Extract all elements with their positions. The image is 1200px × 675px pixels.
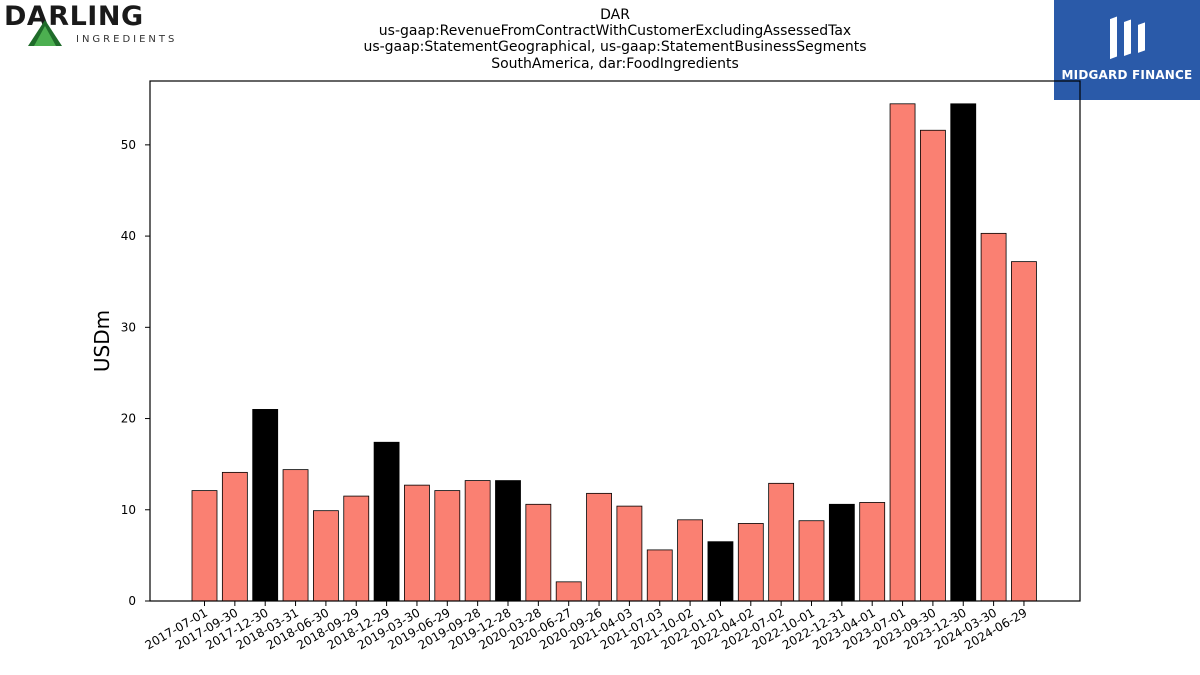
midgard-emblem-icon xyxy=(1110,16,1145,60)
logo-triangle-icon xyxy=(28,20,62,46)
bar-2019-03-30 xyxy=(404,484,430,602)
chart-title-line-4: SouthAmerica, dar:FoodIngredients xyxy=(491,56,739,72)
bar-2021-10-02 xyxy=(677,519,703,602)
bar-2021-07-03 xyxy=(646,549,673,602)
bar-2024-06-29 xyxy=(1011,261,1037,602)
y-tick-label: 30 xyxy=(121,320,136,334)
bar-2017-07-01 xyxy=(191,490,218,602)
bar-2024-03-30 xyxy=(980,232,1007,602)
logo-subtitle: INGREDIENTS xyxy=(76,34,178,45)
logo-right-wordmark: MIDGARD FINANCE xyxy=(1061,68,1193,82)
y-axis-label: USDm xyxy=(90,310,114,372)
bar-2019-09-28 xyxy=(464,480,491,602)
y-tick-label: 0 xyxy=(128,594,136,608)
midgard-finance-logo: MIDGARD FINANCE xyxy=(1054,0,1200,100)
bar-2022-10-01 xyxy=(798,520,825,602)
plot-frame xyxy=(149,80,1081,602)
darling-ingredients-logo: DARLING INGREDIENTS xyxy=(4,2,174,48)
x-axis-ticks: 2017-07-012017-09-302017-12-302018-03-31… xyxy=(143,601,1029,652)
chart-title-line-1: DAR xyxy=(600,7,630,23)
bar-2022-04-02 xyxy=(737,523,764,602)
bar-2022-07-02 xyxy=(768,482,795,602)
bar-2020-06-27 xyxy=(555,581,582,602)
bar-2023-12-30 xyxy=(950,103,977,602)
y-axis-ticks: 0 10 20 30 40 50 xyxy=(121,138,150,608)
bar-2019-12-28 xyxy=(495,480,521,602)
chart-title-line-2: us-gaap:RevenueFromContractWithCustomerE… xyxy=(378,23,852,39)
y-tick-label: 40 xyxy=(121,229,136,243)
bar-2018-12-29 xyxy=(373,441,400,602)
bar-2023-09-30 xyxy=(920,129,946,602)
bar-2020-03-28 xyxy=(525,503,552,602)
y-tick-label: 10 xyxy=(121,503,136,517)
y-tick-label: 20 xyxy=(121,412,136,426)
bar-2018-09-29 xyxy=(343,495,370,602)
bar-2017-09-30 xyxy=(221,471,248,602)
bar-2021-04-03 xyxy=(616,505,643,602)
chart-title-line-3: us-gaap:StatementGeographical, us-gaap:S… xyxy=(363,39,867,55)
bar-2022-12-31 xyxy=(828,503,855,602)
bar-2018-03-31 xyxy=(282,469,309,602)
y-tick-label: 50 xyxy=(121,138,136,152)
bar-2023-07-01 xyxy=(889,103,916,602)
bars-group xyxy=(191,103,1037,602)
bar-2020-09-26 xyxy=(586,492,612,602)
bar-2018-06-30 xyxy=(312,510,339,602)
bar-2019-06-29 xyxy=(434,490,461,602)
bar-2017-12-30 xyxy=(252,409,279,602)
bar-2022-01-01 xyxy=(707,541,734,602)
bar-2023-04-01 xyxy=(859,502,886,602)
logo-wordmark: DARLING xyxy=(4,1,144,32)
